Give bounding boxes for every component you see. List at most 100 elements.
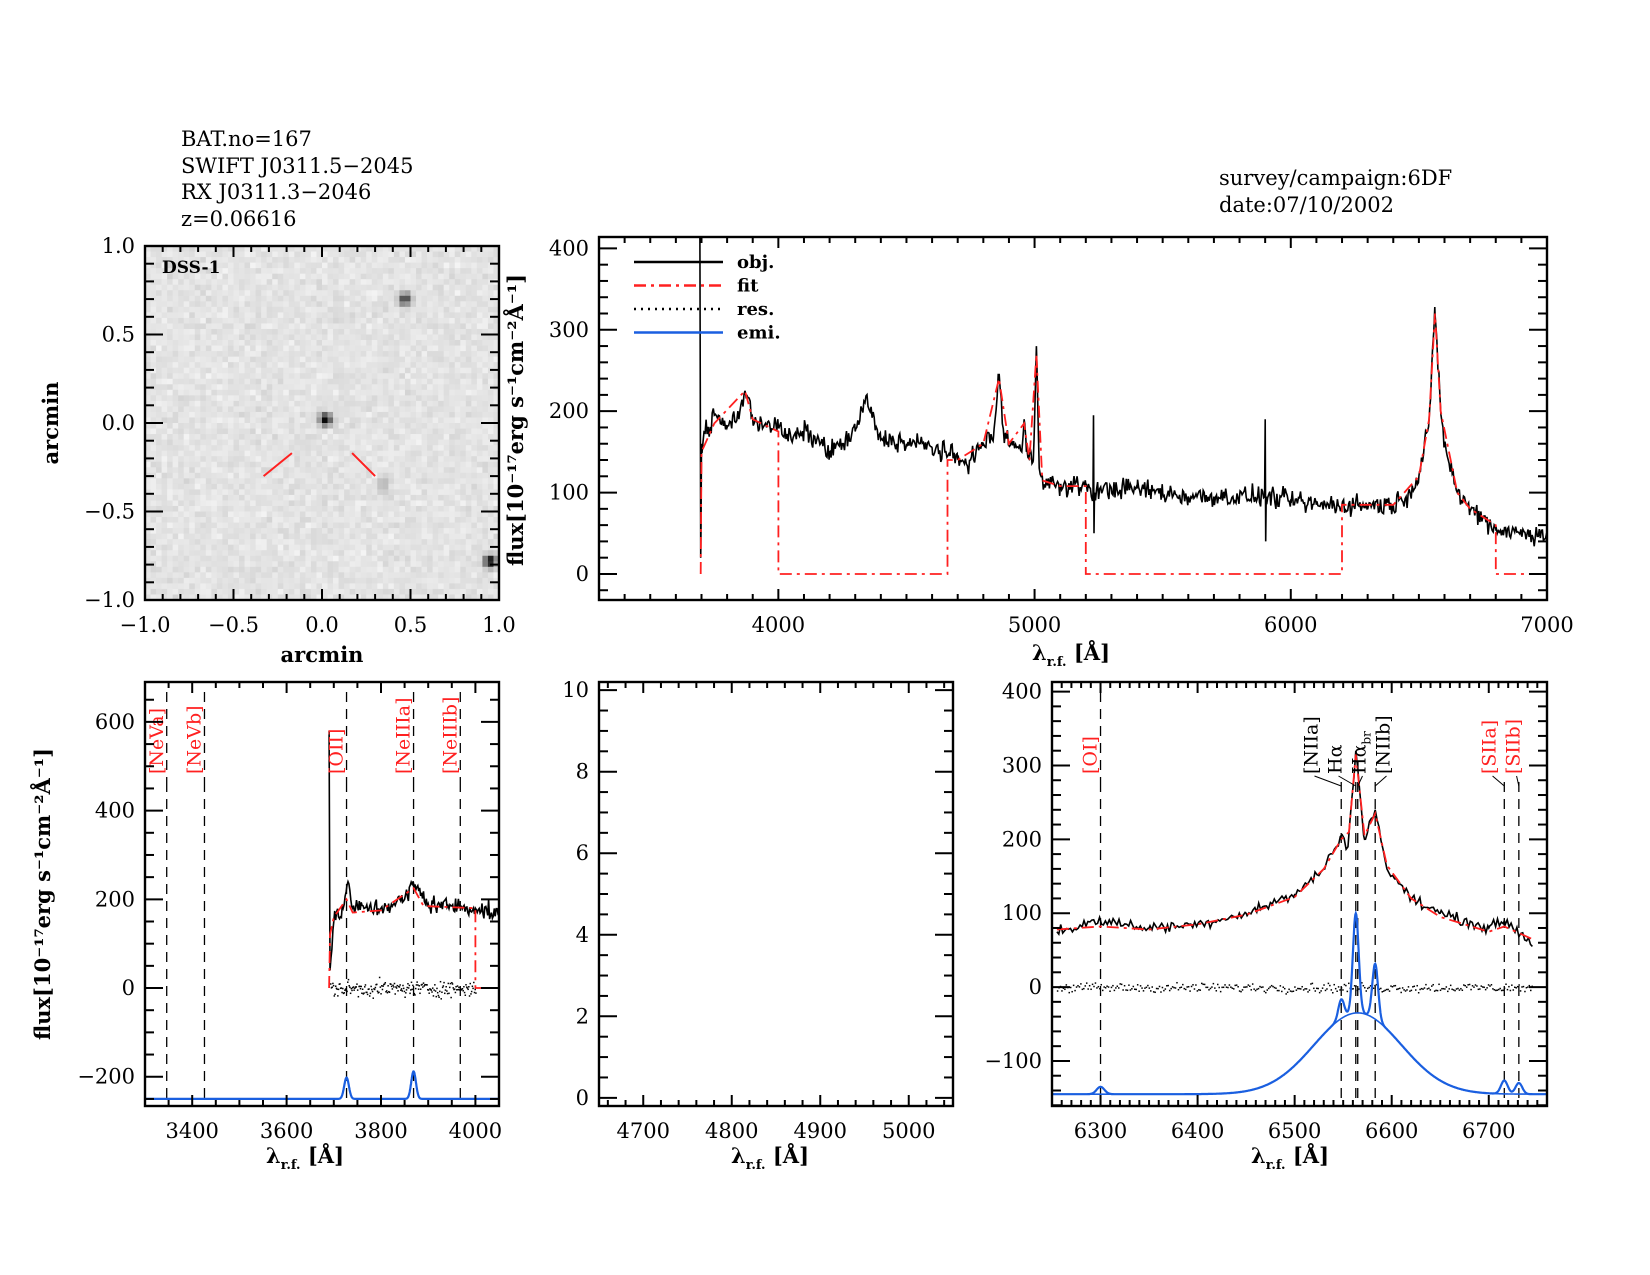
image-pixel bbox=[471, 351, 478, 358]
image-pixel bbox=[465, 566, 472, 573]
image-pixel bbox=[272, 561, 279, 568]
image-pixel bbox=[150, 246, 157, 252]
image-pixel bbox=[233, 511, 240, 518]
image-pixel bbox=[338, 384, 345, 391]
image-pixel bbox=[377, 439, 384, 446]
image-pixel bbox=[432, 351, 439, 358]
residual-point bbox=[1358, 988, 1360, 990]
image-pixel bbox=[393, 251, 400, 258]
image-pixel bbox=[454, 406, 461, 413]
residual-point bbox=[414, 994, 416, 996]
image-pixel bbox=[327, 284, 334, 291]
image-pixel bbox=[277, 284, 284, 291]
image-pixel bbox=[239, 439, 245, 446]
image-pixel bbox=[360, 522, 367, 529]
image-pixel bbox=[482, 561, 489, 568]
image-pixel bbox=[227, 284, 234, 291]
image-pixel bbox=[227, 340, 234, 346]
image-pixel bbox=[310, 583, 317, 590]
image-pixel bbox=[349, 356, 356, 363]
image-pixel bbox=[482, 467, 489, 474]
residual-point bbox=[426, 984, 428, 986]
image-pixel bbox=[360, 511, 367, 518]
image-pixel bbox=[438, 378, 445, 385]
residual-point bbox=[443, 981, 445, 984]
residual-point bbox=[1262, 986, 1264, 988]
image-pixel bbox=[465, 257, 472, 263]
residual-point bbox=[1084, 985, 1087, 987]
image-pixel bbox=[266, 423, 273, 429]
image-pixel bbox=[156, 378, 162, 385]
image-pixel bbox=[178, 461, 185, 468]
image-pixel bbox=[476, 483, 483, 490]
image-pixel bbox=[388, 456, 395, 463]
image-pixel bbox=[178, 367, 185, 374]
image-pixel bbox=[272, 434, 279, 440]
image-pixel bbox=[200, 295, 207, 302]
image-pixel bbox=[333, 439, 339, 446]
image-pixel bbox=[272, 483, 279, 490]
image-pixel bbox=[189, 351, 196, 358]
image-pixel bbox=[222, 367, 229, 374]
image-pixel bbox=[416, 290, 422, 297]
image-pixel bbox=[465, 290, 472, 297]
image-pixel bbox=[294, 295, 301, 302]
image-pixel bbox=[205, 489, 212, 496]
image-pixel bbox=[404, 594, 411, 600]
image-pixel bbox=[410, 246, 417, 252]
image-pixel bbox=[266, 500, 273, 507]
image-pixel bbox=[487, 483, 494, 490]
image-pixel bbox=[178, 456, 185, 463]
image-pixel bbox=[156, 257, 162, 263]
image-pixel bbox=[399, 323, 406, 330]
image-pixel bbox=[178, 389, 185, 396]
image-pixel bbox=[322, 279, 328, 286]
image-pixel bbox=[261, 312, 268, 319]
image-pixel bbox=[272, 577, 279, 584]
image-pixel bbox=[438, 373, 445, 380]
image-pixel bbox=[305, 312, 312, 319]
image-pixel bbox=[366, 588, 373, 595]
image-pixel bbox=[393, 539, 400, 546]
residual-point bbox=[376, 983, 378, 986]
image-pixel bbox=[222, 257, 229, 263]
image-pixel bbox=[145, 467, 151, 474]
image-pixel bbox=[227, 550, 234, 557]
residual-point bbox=[1168, 989, 1171, 992]
image-pixel bbox=[156, 566, 162, 573]
image-pixel bbox=[299, 439, 306, 446]
image-pixel bbox=[167, 522, 174, 529]
x-tick-label: 6000 bbox=[1264, 613, 1317, 637]
image-pixel bbox=[443, 566, 450, 573]
image-pixel bbox=[194, 384, 201, 391]
image-pixel bbox=[322, 511, 328, 518]
image-pixel bbox=[172, 461, 179, 468]
y-tick-label: 2 bbox=[576, 1004, 589, 1028]
image-pixel bbox=[482, 411, 489, 418]
image-pixel bbox=[178, 555, 185, 562]
image-pixel bbox=[438, 445, 445, 452]
residual-point bbox=[1071, 990, 1073, 993]
image-pixel bbox=[167, 246, 174, 252]
image-pixel bbox=[449, 434, 456, 440]
image-pixel bbox=[487, 417, 494, 424]
image-pixel bbox=[161, 511, 168, 518]
image-pixel bbox=[189, 550, 196, 557]
image-pixel bbox=[316, 588, 323, 595]
image-pixel bbox=[283, 566, 290, 573]
image-pixel bbox=[288, 279, 295, 286]
image-pixel bbox=[449, 428, 456, 435]
image-pixel bbox=[449, 522, 456, 529]
image-pixel bbox=[338, 434, 345, 440]
image-pixel bbox=[178, 439, 185, 446]
image-pixel bbox=[150, 417, 157, 424]
image-pixel bbox=[393, 389, 400, 396]
image-pixel bbox=[416, 395, 422, 402]
image-pixel bbox=[194, 306, 201, 313]
image-pixel bbox=[460, 351, 467, 358]
image-pixel bbox=[294, 356, 301, 363]
image-pixel bbox=[438, 356, 445, 363]
image-pixel bbox=[239, 328, 245, 335]
image-pixel bbox=[194, 489, 201, 496]
image-pixel bbox=[471, 284, 478, 291]
